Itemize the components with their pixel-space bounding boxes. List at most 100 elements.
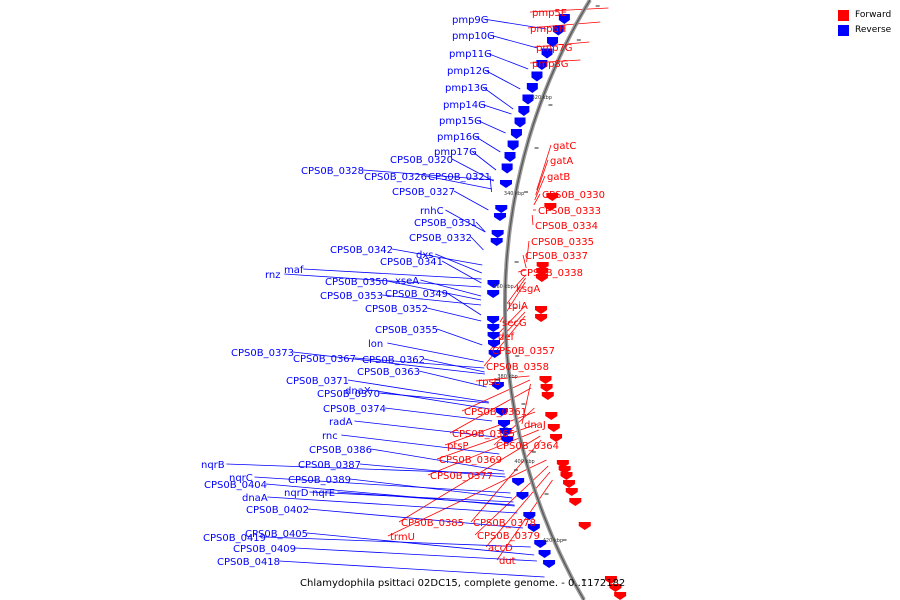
gene-label-forward: pmp7G: [536, 43, 573, 54]
axis-tick-label: 400 kbp: [514, 459, 534, 465]
gene-features: [487, 14, 627, 600]
gene-feature: [491, 230, 504, 238]
leader-line: [446, 292, 482, 316]
gene-feature: [547, 424, 560, 432]
legend: Forward Reverse: [838, 8, 891, 38]
gene-label-reverse: CPS0B_0409: [233, 544, 296, 555]
gene-label-reverse: CPS0B_0418: [217, 557, 280, 568]
leader-line: [349, 478, 513, 499]
gene-label-forward: CPS0B_0377: [430, 471, 493, 482]
leader-line: [381, 294, 482, 306]
gene-label-reverse: CPS0B_0386: [309, 445, 372, 456]
gene-label-reverse: CPS0B_0370: [317, 389, 380, 400]
gene-label-reverse: pmp12G: [447, 66, 490, 77]
gene-label-reverse: CPS0B_0404: [204, 480, 267, 491]
leader-line: [485, 471, 551, 548]
gene-feature: [565, 488, 578, 496]
gene-feature: [504, 152, 516, 162]
gene-feature: [527, 524, 540, 532]
gene-label-forward: accD: [488, 543, 513, 554]
gene-label-reverse: CPS0B_0353: [320, 291, 383, 302]
gene-feature: [536, 60, 548, 70]
gene-label-reverse: radA: [329, 417, 353, 428]
gene-feature: [499, 180, 512, 188]
gene-feature: [539, 376, 552, 384]
leader-line: [418, 370, 487, 388]
leader-line: [306, 532, 535, 556]
gene-label-forward: CPS0B_0365: [452, 429, 515, 440]
leader-line: [495, 305, 526, 337]
gene-feature: [487, 332, 500, 340]
gene-label-reverse: CPS0B_0331: [414, 218, 477, 229]
leader-line: [341, 434, 500, 455]
gene-feature: [558, 14, 570, 24]
gene-label-reverse: CPS0B_0320: [390, 155, 453, 166]
leader-line: [534, 175, 546, 201]
gene-labels: pmp5E pmp6H pmp7G pmp8G gatC gatA gatB CPS0B_03…: [201, 8, 605, 568]
gene-feature: [516, 492, 529, 500]
gene-label-reverse: nqrE: [312, 488, 335, 499]
gene-label-reverse: CPS0B_0355: [375, 325, 438, 336]
leader-line: [526, 240, 530, 263]
gene-label-reverse: pmp16G: [437, 132, 480, 143]
gene-label-reverse: CPS0B_0321: [428, 172, 491, 183]
gene-label-forward: CPS0B_0385: [401, 518, 464, 529]
leader-line: [480, 103, 512, 115]
gene-label-reverse: CPS0B_0328: [301, 166, 364, 177]
gene-feature: [514, 117, 526, 128]
gene-feature: [604, 576, 617, 584]
gene-label-forward: gatB: [547, 172, 570, 183]
forward-swatch: [838, 10, 849, 21]
backbone-core: [504, 0, 591, 600]
gene-feature: [507, 140, 519, 151]
gene-label-forward: gatA: [550, 156, 573, 167]
leader-line: [527, 21, 601, 29]
gene-label-forward: CPS0B_0337: [525, 251, 588, 262]
leader-line: [254, 476, 511, 494]
gene-feature: [495, 205, 508, 213]
legend-reverse-label: Reverse: [855, 25, 892, 35]
leader-line: [483, 18, 547, 30]
gene-label-reverse: dnaX: [345, 386, 371, 397]
gene-feature: [491, 382, 504, 390]
gene-feature: [488, 340, 501, 348]
leader-line: [474, 135, 501, 153]
leader-line: [513, 274, 527, 289]
leader-line: [423, 358, 485, 373]
gene-feature: [501, 436, 514, 444]
leader-line: [451, 158, 494, 182]
gene-label-reverse: xseA: [395, 276, 419, 287]
leader-line: [470, 439, 542, 523]
leader-line: [533, 193, 541, 206]
axis-tick-label: 380 kbp: [497, 374, 517, 380]
gene-feature: [563, 480, 576, 488]
gene-label-forward: CPS0B_0334: [535, 221, 598, 232]
legend-forward-label: Forward: [855, 10, 892, 20]
gene-feature: [541, 48, 553, 59]
gene-feature: [523, 512, 536, 520]
leader-line: [474, 465, 549, 536]
gene-feature: [541, 392, 554, 400]
gene-feature: [609, 584, 622, 592]
gene-feature: [487, 324, 500, 332]
gene-label-forward: CPS0B_0357: [492, 346, 555, 357]
gene-feature: [534, 540, 547, 548]
gene-label-reverse: CPS0B_0374: [323, 404, 386, 415]
gene-label-forward: CPS0B_0338: [520, 268, 583, 279]
gene-feature: [488, 350, 501, 358]
gene-label-reverse: nqrC: [229, 473, 253, 484]
axis-tick-labels: 320 kbp 340 kbp 360 kbp 380 kbp 400 kbp 420 k…: [493, 95, 563, 544]
gene-label-forward: CPS0B_0361: [464, 407, 527, 418]
leader-line: [476, 119, 506, 134]
gene-feature: [501, 163, 513, 174]
leader-line: [384, 407, 493, 422]
gene-label-forward: ptsP: [447, 441, 469, 452]
axis-tick-label: 360 kbp: [493, 284, 513, 290]
leader-line: [505, 277, 526, 306]
gene-label-reverse: dxs: [416, 250, 433, 261]
gene-feature: [550, 434, 563, 442]
leader-line: [436, 328, 483, 346]
gene-label-forward: secG: [502, 318, 527, 329]
gene-label-reverse: pmp9G: [452, 15, 489, 26]
